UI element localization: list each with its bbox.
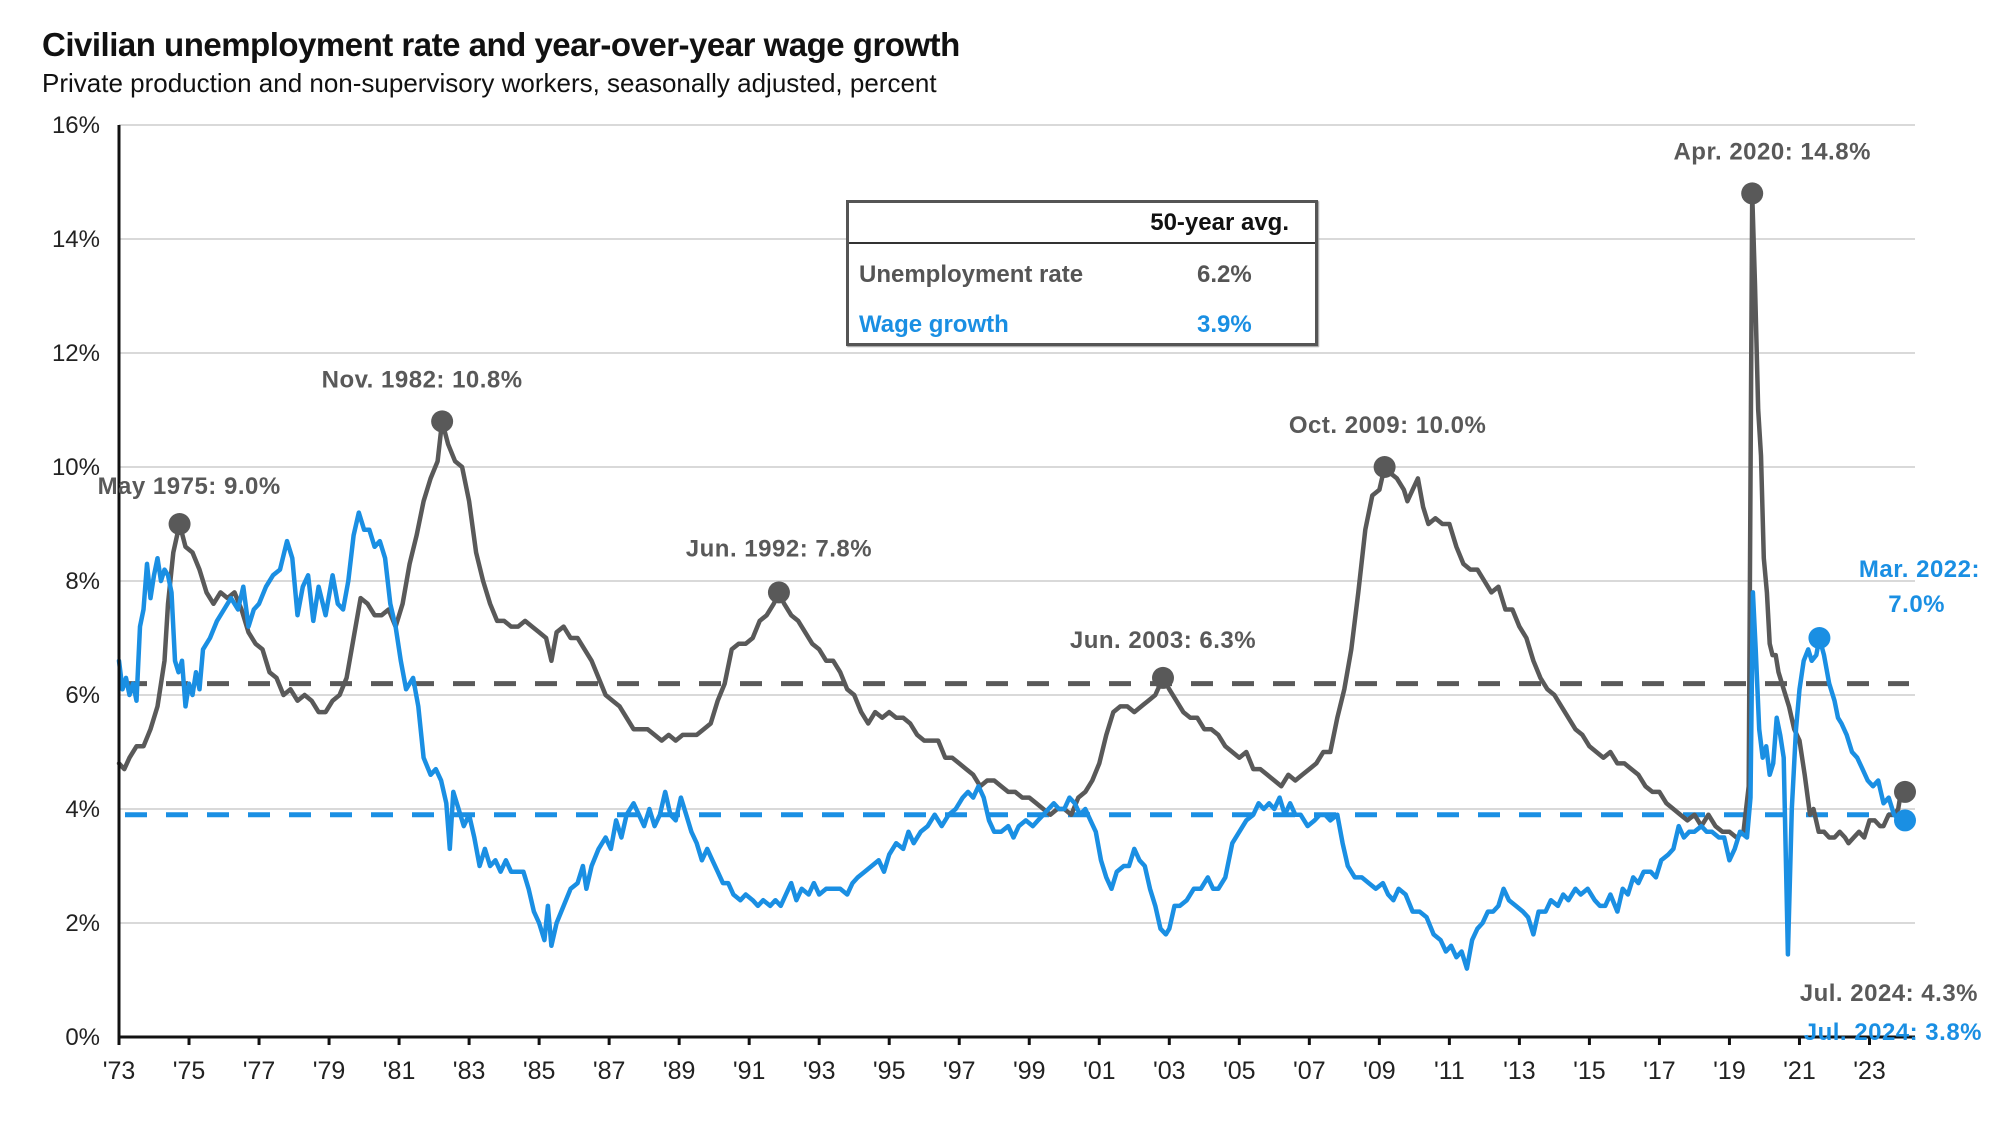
unemployment-rate-line (116, 191, 1904, 846)
annotation-label: Mar. 2022: (1859, 556, 1980, 583)
unemployment-annotation-marker (431, 410, 454, 433)
x-tick-label: '77 (243, 1057, 276, 1085)
wage-growth-line (116, 510, 1904, 971)
legend-table: 50-year avg. Unemployment rate 6.2% Wage… (846, 200, 1318, 346)
series-lines (116, 191, 1904, 971)
x-axis-ticks: '73 '75 '77 '79 '81 '83 '85 '87 '89 '91 '93 '95 '97 '… (103, 1037, 1886, 1085)
x-tick-label: '87 (593, 1057, 626, 1085)
unemployment-annotation-marker (767, 581, 790, 604)
unemployment-annotation-marker (168, 513, 191, 535)
unemployment-annotation-marker (1151, 666, 1174, 689)
unemployment-annotation-marker (1893, 780, 1916, 803)
legend-value-unemployment: 6.2% (1197, 261, 1252, 288)
annotation-label: Jul. 2024: 4.3% (1800, 980, 1978, 1007)
x-tick-label: '11 (1434, 1057, 1465, 1085)
x-tick-label: '81 (383, 1057, 416, 1085)
y-tick-label: 16% (52, 112, 100, 139)
y-tick-label: 4% (65, 796, 100, 823)
legend-header-label: 50-year avg. (1150, 209, 1289, 236)
annotation-labels: May 1975: 9.0% Nov. 1982: 10.8% Jun. 1992:… (98, 138, 1982, 1046)
y-tick-label: 2% (65, 910, 100, 937)
x-tick-label: '83 (453, 1057, 486, 1085)
y-tick-label: 0% (65, 1024, 100, 1051)
x-tick-label: '91 (733, 1057, 766, 1085)
legend-header: 50-year avg. (849, 203, 1315, 244)
wage-growth-annotation-marker (1808, 627, 1831, 649)
y-tick-label: 6% (65, 682, 100, 709)
x-tick-label: '99 (1013, 1057, 1046, 1085)
x-tick-label: '17 (1643, 1057, 1676, 1085)
legend-label-unemployment: Unemployment rate (859, 261, 1084, 288)
x-tick-label: '75 (173, 1057, 206, 1085)
y-axis-ticks: 0% 2% 4% 6% 8% 10% 12% 14% 16% (52, 112, 100, 1051)
legend-row-wage-growth: Wage growth 3.9% (859, 311, 1315, 351)
x-tick-label: '05 (1223, 1057, 1256, 1085)
chart-subtitle: Private production and non-supervisory w… (42, 68, 937, 98)
legend-label-wage-growth: Wage growth (859, 311, 1009, 338)
annotation-label: Oct. 2009: 10.0% (1289, 412, 1486, 439)
x-tick-label: '93 (803, 1057, 836, 1085)
annotation-label: Apr. 2020: 14.8% (1673, 138, 1870, 165)
y-tick-label: 14% (52, 226, 100, 253)
y-tick-label: 8% (65, 568, 100, 595)
x-tick-label: '09 (1363, 1057, 1396, 1085)
legend-value-wage-growth: 3.9% (1197, 311, 1252, 338)
y-tick-label: 10% (52, 454, 100, 481)
annotation-label: Jul. 2024: 3.8% (1804, 1019, 1982, 1046)
x-tick-label: '21 (1783, 1057, 1816, 1085)
x-tick-label: '95 (873, 1057, 906, 1085)
x-tick-label: '03 (1153, 1057, 1186, 1085)
x-tick-label: '89 (663, 1057, 696, 1085)
x-tick-label: '07 (1293, 1057, 1326, 1085)
unemployment-annotation-marker (1373, 456, 1396, 478)
chart-title: Civilian unemployment rate and year-over… (42, 26, 960, 63)
unemployment-annotation-marker (1741, 182, 1764, 205)
x-tick-label: '97 (943, 1057, 976, 1085)
axes (117, 125, 1915, 1039)
x-tick-label: '01 (1083, 1057, 1116, 1085)
wage-growth-annotation-marker (1893, 809, 1916, 832)
annotation-label: Jun. 2003: 6.3% (1070, 627, 1256, 654)
x-tick-label: '15 (1573, 1057, 1606, 1085)
x-tick-label: '79 (313, 1057, 346, 1085)
y-tick-label: 12% (52, 340, 100, 367)
annotation-markers (168, 182, 1916, 832)
x-tick-label: '23 (1853, 1057, 1886, 1085)
x-tick-label: '13 (1503, 1057, 1536, 1085)
annotation-label: May 1975: 9.0% (98, 473, 281, 500)
x-tick-label: '19 (1713, 1057, 1746, 1085)
annotation-label: Jun. 1992: 7.8% (686, 535, 872, 562)
legend-row-unemployment: Unemployment rate 6.2% (859, 261, 1315, 301)
x-tick-label: '85 (523, 1057, 556, 1085)
x-tick-label: '73 (103, 1057, 136, 1085)
annotation-label: Nov. 1982: 10.8% (322, 366, 523, 393)
annotation-label: 7.0% (1888, 591, 1945, 618)
average-lines (125, 681, 1909, 818)
